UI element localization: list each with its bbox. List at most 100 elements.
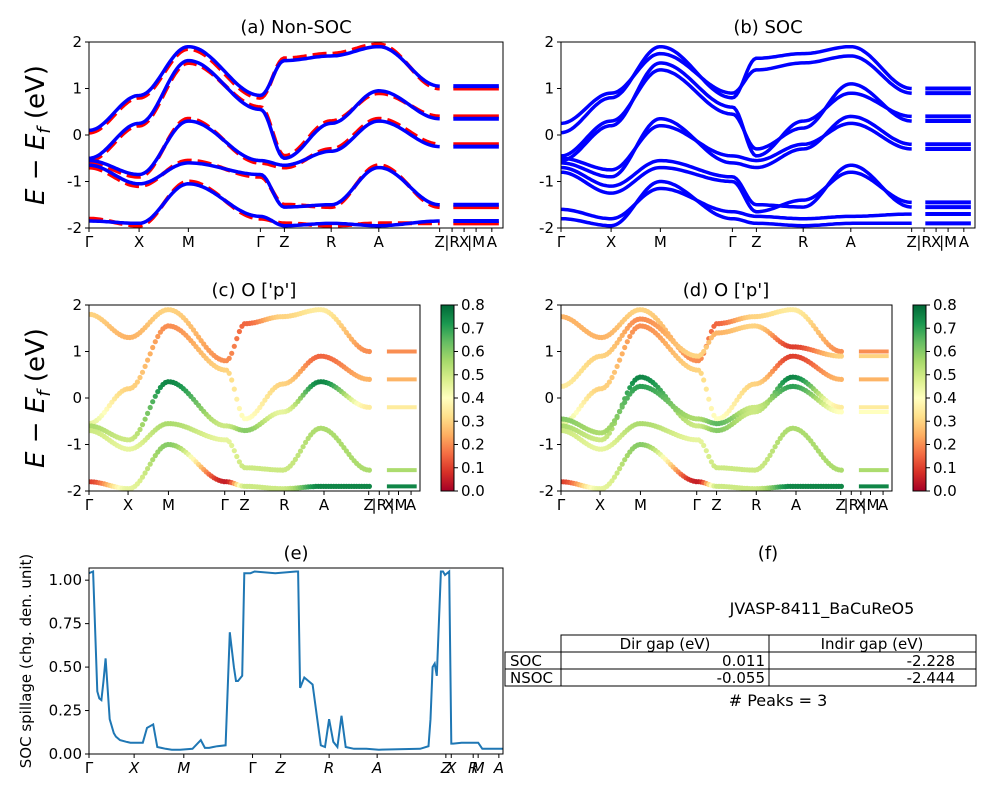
panel-d-projection-point — [611, 474, 618, 480]
panel-d-projection-point — [838, 467, 845, 473]
panel-a-band-line — [89, 161, 440, 209]
panel-d-projection-point — [764, 456, 771, 462]
panel-c-projection-point — [366, 483, 372, 489]
panel-a-xtick-label: |R — [444, 233, 459, 251]
panel-c-colorbar-label: 0.5 — [461, 366, 485, 384]
panel-d-ytick-label: -2 — [539, 482, 554, 500]
panel-c-projection-point — [139, 369, 146, 375]
panel-c-colorbar-label: 0.0 — [461, 482, 485, 500]
table-header-indir-gap: Indir gap (eV) — [821, 635, 924, 653]
panel-a-band-line — [89, 42, 440, 135]
panel-c-colorbar-label: 0.4 — [461, 389, 485, 407]
panel-e-ylabel: SOC spillage (chg. den. unit) — [17, 554, 35, 769]
panel-c-projection-point — [229, 442, 235, 449]
panel-d-projection-point — [838, 409, 845, 415]
table-row-soc-dir: 0.011 — [722, 652, 765, 670]
panel-c-xtick-label: R — [279, 496, 289, 514]
panel-a-band-line — [89, 58, 440, 161]
panel-d-colorbar-label: 0.8 — [933, 296, 957, 314]
panel-d-projection-point — [609, 478, 615, 484]
material-id: JVASP-8411_BaCuReO5 — [729, 599, 915, 619]
panel-e-xtick-label: R — [468, 759, 478, 777]
panel-a-ytick-label: 2 — [72, 33, 82, 51]
panel-a-xtick-label: Γ — [85, 233, 94, 251]
panel-c-projection-point — [145, 466, 151, 472]
panel-c-xtick-label: Z — [239, 496, 249, 514]
panel-c-projection-point — [152, 339, 158, 345]
panel-d-projection-point — [622, 399, 628, 405]
panel-d-projection-point — [731, 401, 737, 407]
panel-c-projection-point — [134, 379, 140, 385]
panel-d-colorbar: 0.0 0.1 0.2 0.3 0.4 0.5 0.6 0.7 0.8 — [912, 296, 957, 500]
panel-c-projection-point — [147, 351, 153, 357]
panel-c-ytick-label: 0 — [72, 389, 82, 407]
panel-a-title: (a) Non-SOC — [240, 17, 351, 38]
panel-c-ylabel: E − Ef (eV) — [21, 328, 55, 468]
panel-c-projection-point — [236, 459, 242, 465]
panel-c-projection-point — [137, 374, 143, 381]
panel-a-xtick-label: A — [487, 233, 498, 251]
panel-c-projection-point — [231, 448, 237, 454]
panel-c-projection-point — [150, 457, 156, 463]
table-row-nsoc-indir: -2.444 — [907, 669, 955, 687]
panel-d-xtick-label: |R — [844, 496, 859, 514]
panel-b-band-line — [561, 158, 912, 209]
panel-a-ytick-label: 1 — [72, 80, 82, 98]
panel-d-projection-point — [701, 442, 707, 449]
panel-d-projection-point — [772, 444, 778, 450]
panel-c-projection-point — [300, 444, 306, 450]
table-row-soc-label: SOC — [510, 652, 542, 670]
panel-b-xtick-label: |R — [916, 233, 931, 251]
panel-d-projection-point — [838, 376, 845, 382]
panel-f-gap-table: (f) JVASP-8411_BaCuReO5 Dir gap (eV) Ind… — [504, 543, 977, 710]
panel-c-projection-point — [142, 416, 148, 422]
panel-e-xtick-label: A — [371, 759, 382, 777]
panel-b-band-line — [561, 51, 912, 126]
panel-c-colorbar-label: 0.3 — [461, 412, 485, 430]
panel-d-projection-point — [622, 457, 628, 463]
panel-d-projection-point — [703, 344, 709, 350]
panel-e-frame — [88, 567, 504, 755]
panel-d-xtick-label: M — [634, 496, 647, 514]
panel-b-band-line — [561, 179, 912, 228]
panel-c-projection-point — [303, 439, 309, 445]
panel-a-xtick-label: M — [182, 233, 195, 251]
panel-d-projection-point — [701, 377, 707, 383]
panel-d-projection-point — [698, 439, 704, 445]
panel-d-xtick-label: Z — [711, 496, 721, 514]
panel-d-projection-point — [703, 386, 709, 392]
panel-c-projection-point — [147, 461, 153, 467]
panel-d-colorbar-gradient — [912, 304, 927, 492]
panel-c-projection-point — [150, 399, 156, 405]
panel-b-band-line — [561, 121, 912, 172]
panel-d-xtick-label: X — [595, 496, 605, 514]
panel-c-title: (c) O ['p'] — [212, 280, 297, 301]
panel-c-colorbar-label: 0.8 — [461, 296, 485, 314]
panel-c-projection-point — [259, 401, 265, 407]
panel-d-projection-point — [609, 422, 615, 428]
panel-d-colorbar-label: 0.5 — [933, 366, 957, 384]
panel-e-xtick-label: X — [128, 759, 140, 777]
panel-d-projection-point — [611, 418, 618, 424]
panel-b-band-line — [561, 186, 912, 221]
panel-d-projection-point — [701, 348, 707, 355]
panel-d-projection-point — [838, 348, 845, 355]
panel-c-projection-point — [142, 363, 148, 369]
table-row-soc-indir: -2.228 — [907, 652, 955, 670]
panel-d-ytick-label: -1 — [539, 436, 554, 454]
panel-d-projection-point — [619, 404, 625, 410]
panel-d-ytick-label: 1 — [544, 343, 554, 361]
panel-d-projection-point — [617, 409, 623, 415]
panel-a-xtick-label: A — [374, 233, 385, 251]
panel-d-projection-point — [706, 453, 712, 460]
panel-c-projection-point — [236, 405, 242, 412]
panel-b-band-line — [561, 165, 912, 214]
panel-e-xtick-label: Γ — [85, 759, 94, 777]
panel-c-projection-point — [137, 426, 143, 433]
panel-c-xtick-label: X — [384, 496, 394, 514]
panel-c-projection-point — [366, 348, 372, 355]
